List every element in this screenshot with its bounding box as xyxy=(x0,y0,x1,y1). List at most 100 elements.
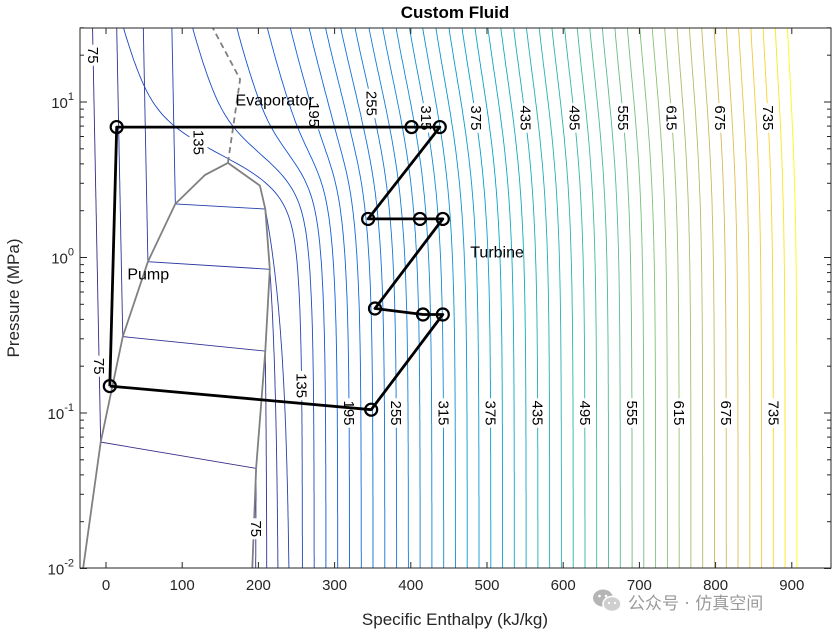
cycle-state-point xyxy=(432,119,447,135)
isotherm-645 xyxy=(688,28,704,568)
x-tick-label: 0 xyxy=(102,577,110,594)
plot-area: 75 135 195 255 315 375 435 495 555 615 675 735 75 135… xyxy=(82,28,798,568)
contour-label-text: 735 xyxy=(759,105,776,130)
contour-label-text: 615 xyxy=(670,400,687,425)
x-tick-label: 500 xyxy=(474,577,499,594)
y-tick-label: 10-1 xyxy=(48,402,74,423)
isotherm-600 xyxy=(651,28,668,568)
contour-label: 675 xyxy=(717,398,736,428)
contour-label: 315 xyxy=(434,398,453,428)
contour-label-text: 315 xyxy=(417,105,434,130)
contour-label-bg xyxy=(662,103,681,133)
y-tick-base: 10 xyxy=(48,562,65,579)
contour-label-text: 255 xyxy=(387,400,404,425)
contour-label-text: 375 xyxy=(482,400,499,425)
watermark-text: 公众号 · 仿真空间 xyxy=(628,593,764,614)
wechat-icon xyxy=(593,589,622,613)
contour-label-text: 75 xyxy=(84,47,101,64)
contour-label: 315 xyxy=(417,103,435,133)
axis-ticks: 0 100 200 300 400 500 600 700 800 90010-210-11001… xyxy=(48,27,831,594)
y-tick-label: 100 xyxy=(51,247,74,268)
contour-label: 495 xyxy=(575,398,594,428)
contour-label-text: 75 xyxy=(90,358,107,375)
contour-label-text: 435 xyxy=(516,105,533,130)
contour-label-bg xyxy=(759,103,777,133)
x-tick-label: 400 xyxy=(398,577,423,594)
contour-label: 435 xyxy=(516,103,535,133)
contour-label: 495 xyxy=(565,103,584,133)
y-tick-label: 10-2 xyxy=(48,558,74,579)
cycle-state-point xyxy=(412,211,428,227)
axes-box xyxy=(79,27,832,569)
y-tick-exponent: 1 xyxy=(68,91,74,103)
contour-label: 615 xyxy=(662,103,681,133)
isotherm-525 xyxy=(589,28,609,568)
critical-isobar-dashed xyxy=(211,28,242,164)
contour-label-bg xyxy=(516,103,535,133)
x-tick-label: 700 xyxy=(627,577,652,594)
contour-label: 615 xyxy=(670,398,688,428)
isotherm-180 xyxy=(266,28,339,568)
contour-label-text: 195 xyxy=(305,102,322,127)
isotherm-765 xyxy=(786,28,798,568)
contour-label-bg xyxy=(246,518,265,540)
y-tick-base: 10 xyxy=(51,251,68,268)
contour-label-text: 495 xyxy=(576,400,593,425)
contour-label-text: 135 xyxy=(293,373,310,398)
isotherm-165 xyxy=(236,28,327,568)
isotherm-300 xyxy=(395,28,433,568)
isotherm-105 xyxy=(142,28,279,568)
isotherm-705 xyxy=(738,28,751,568)
isotherm-135 xyxy=(123,28,303,568)
isotherm-630 xyxy=(676,28,692,568)
isotherm-570 xyxy=(626,28,645,568)
isotherm-330 xyxy=(422,28,456,568)
contour-label-bg xyxy=(189,127,208,158)
contour-label-text: 75 xyxy=(247,520,264,537)
contour-label-text: 315 xyxy=(434,400,451,425)
isotherm-450 xyxy=(526,28,551,568)
contour-label: 135 xyxy=(189,127,208,158)
isotherm-150 xyxy=(192,28,315,568)
contour-label-bg xyxy=(90,355,109,377)
contour-label-bg xyxy=(466,103,485,133)
isotherm-660 xyxy=(701,28,715,568)
cycle-state-point xyxy=(415,307,431,322)
annotation-evaporator: Evaporator xyxy=(236,92,315,109)
y-tick-base: 10 xyxy=(48,406,65,423)
contour-label: 375 xyxy=(481,398,500,428)
contour-label-text: 435 xyxy=(529,400,546,425)
isotherm-465 xyxy=(538,28,562,568)
contour-label-bg xyxy=(614,103,633,133)
x-tick-label: 600 xyxy=(551,577,576,594)
y-tick-label: 101 xyxy=(51,91,74,112)
contour-label-text: 495 xyxy=(565,105,582,130)
cycle-state-point xyxy=(102,378,117,394)
contour-label-text: 675 xyxy=(711,105,728,130)
x-tick-label: 200 xyxy=(246,577,271,594)
isotherm-90 xyxy=(116,28,268,568)
contour-label-text: 735 xyxy=(764,400,781,425)
isotherm-420 xyxy=(500,28,527,568)
contour-label-bg xyxy=(764,398,783,428)
cycle-state-point xyxy=(109,119,124,135)
isotherm-690 xyxy=(725,28,739,568)
annotation-turbine: Turbine xyxy=(470,245,524,262)
y-axis-label: Pressure (MPa) xyxy=(4,238,23,357)
contour-label: 735 xyxy=(759,103,777,133)
contour-label-bg xyxy=(622,398,641,428)
isotherm-480 xyxy=(551,28,574,568)
x-tick-label: 300 xyxy=(322,577,347,594)
cycle-state-point xyxy=(435,211,450,227)
contour-label: 255 xyxy=(387,398,406,428)
contour-label: 195 xyxy=(340,398,359,428)
contour-label: 555 xyxy=(614,103,633,133)
contour-label: 375 xyxy=(466,103,485,133)
contour-label: 75 xyxy=(246,518,265,540)
x-tick-label: 900 xyxy=(779,577,804,594)
cycle-state-point xyxy=(367,301,383,316)
isotherm-285 xyxy=(382,28,421,568)
contour-label-bg xyxy=(387,398,406,428)
contour-label-bg xyxy=(434,398,453,428)
